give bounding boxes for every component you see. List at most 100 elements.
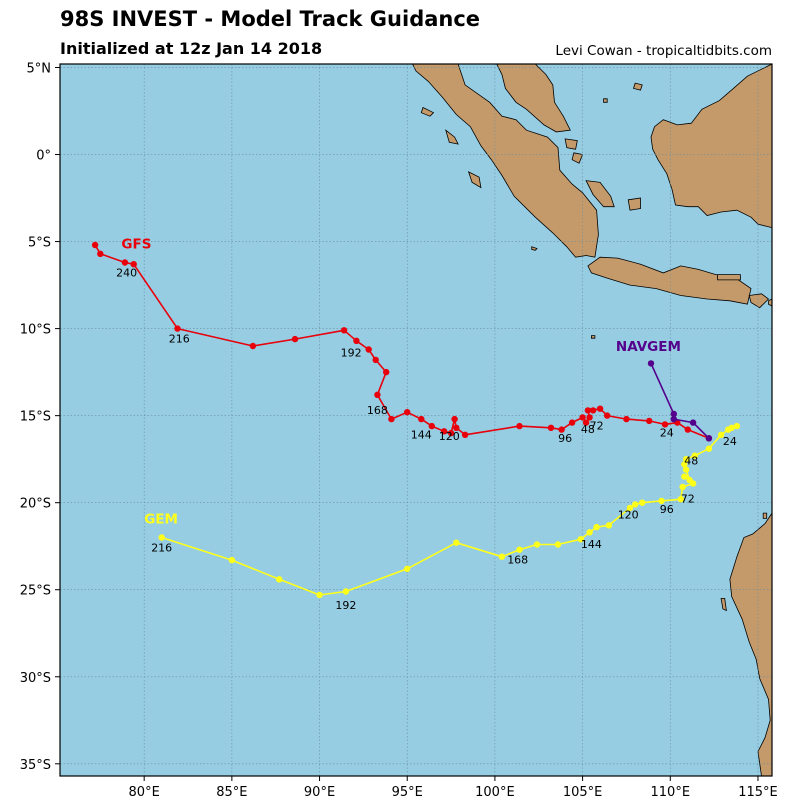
land-siberut [467, 171, 482, 189]
ocean-background [60, 64, 772, 776]
gem-track-point [691, 452, 698, 459]
navgem-track-point [647, 360, 655, 367]
gem-track-point [681, 461, 688, 468]
gem-track-point [516, 546, 523, 553]
credit-text: Levi Cowan - tropicaltidbits.com [555, 43, 772, 59]
gem-track-point [677, 496, 684, 503]
land-sumbawa-w [768, 298, 772, 307]
lat-tick-label: 25°S [20, 584, 51, 599]
gfs-track-point [558, 426, 565, 433]
land-lingga [571, 152, 584, 164]
gfs-track-point [646, 417, 653, 425]
gfs-forecast-hour-label: 168 [367, 404, 388, 417]
gfs-track-point [661, 421, 669, 428]
gfs-track-point [130, 261, 137, 268]
gfs-track-point [121, 259, 129, 266]
land-nias [445, 129, 459, 145]
gfs-forecast-hour-label: 240 [116, 266, 137, 279]
gfs-track-point [461, 431, 469, 438]
gem-track-point [593, 523, 600, 531]
gfs-track-point [586, 414, 593, 421]
land-riau [564, 138, 578, 150]
gfs-track-point [374, 391, 381, 398]
gem-track-point [158, 534, 165, 541]
lon-tick-label: 95°E [392, 785, 423, 800]
lat-tick-label: 35°S [20, 758, 51, 773]
gfs-track-point [418, 415, 425, 423]
gem-forecast-hour-label: 96 [660, 503, 674, 516]
lat-tick-label: 30°S [20, 671, 51, 686]
gfs-track-point [404, 409, 411, 416]
plot-frame [59, 63, 773, 777]
gfs-track-point [547, 424, 555, 431]
land-java [587, 256, 752, 305]
page-title: 98S INVEST - Model Track Guidance [60, 7, 481, 31]
gem-track-point [453, 539, 460, 546]
gem-track-point [342, 588, 350, 595]
lat-tick-label: 5°N [27, 61, 52, 76]
gfs-track-point [383, 368, 390, 376]
navgem-track-point [689, 419, 697, 426]
lat-tick-label: 0° [36, 149, 51, 164]
gem-track-point [705, 445, 713, 452]
gfs-forecast-hour-label: 192 [341, 347, 362, 360]
lat-tick-label: 20°S [20, 497, 51, 512]
land-bali [748, 293, 770, 309]
gfs-track-point [174, 325, 181, 332]
gfs-track-point [516, 422, 523, 430]
gem-track-point [682, 456, 690, 463]
gfs-forecast-hour-label: 144 [411, 428, 432, 441]
gfs-forecast-hour-label: 48 [581, 423, 595, 436]
gfs-track-point [291, 335, 299, 343]
land-australia [729, 512, 772, 776]
gem-track-point [276, 576, 283, 583]
gem-model-label: GEM [144, 512, 178, 528]
land-borneo [650, 64, 772, 229]
lon-tick-label: 105°E [563, 785, 603, 800]
land-christmas [591, 335, 596, 339]
gem-track-point [681, 473, 688, 480]
gfs-track-point [582, 419, 590, 426]
lon-tick-label: 115°E [738, 785, 778, 800]
lat-tick-label: 5°S [28, 236, 51, 251]
gfs-track-point [353, 337, 360, 344]
gfs-track-point [568, 419, 576, 426]
gfs-track-point [447, 429, 455, 437]
land-simeulue [420, 106, 435, 117]
gfs-track-point [596, 405, 604, 412]
lon-tick-label: 90°E [304, 785, 335, 800]
gfs-track-point [372, 356, 379, 364]
gem-forecast-hour-label: 192 [335, 599, 356, 612]
gem-forecast-hour-label: 24 [723, 435, 737, 448]
gem-forecast-hour-label: 168 [507, 554, 528, 567]
land-sumatra [412, 64, 599, 258]
gem-forecast-hour-label: 120 [618, 508, 639, 521]
gem-track-point [577, 536, 584, 543]
track-navgem[interactable]: NAVGEM [616, 339, 713, 442]
gem-forecast-hour-label: 72 [681, 493, 695, 506]
lon-tick-label: 100°E [475, 785, 515, 800]
gem-track-point [533, 541, 541, 548]
gem-track-point [717, 431, 725, 438]
gfs-track-point [584, 407, 592, 414]
gem-track-point [316, 591, 323, 599]
gem-track-point [632, 501, 639, 508]
gem-track-point [682, 466, 690, 473]
gfs-model-label: GFS [121, 237, 151, 253]
land-dirk-hartog [720, 598, 727, 612]
gem-track-point [626, 504, 634, 512]
gfs-forecast-hour-label: 72 [590, 420, 604, 433]
gem-track-point [605, 522, 613, 529]
gem-track-point [725, 426, 732, 433]
gfs-track-point [249, 342, 257, 350]
gem-track-point [639, 499, 646, 506]
gem-forecast-hour-label: 48 [684, 454, 698, 467]
lon-tick-label: 85°E [216, 785, 247, 800]
navgem-model-label: NAVGEM [616, 339, 681, 355]
gfs-track-point [604, 412, 611, 419]
axis-ticks: 80°E 85°E 90°E 95°E 100°E 105°E 110°E 115°E 5°N 0… [20, 61, 778, 800]
land-bangka [585, 180, 615, 208]
